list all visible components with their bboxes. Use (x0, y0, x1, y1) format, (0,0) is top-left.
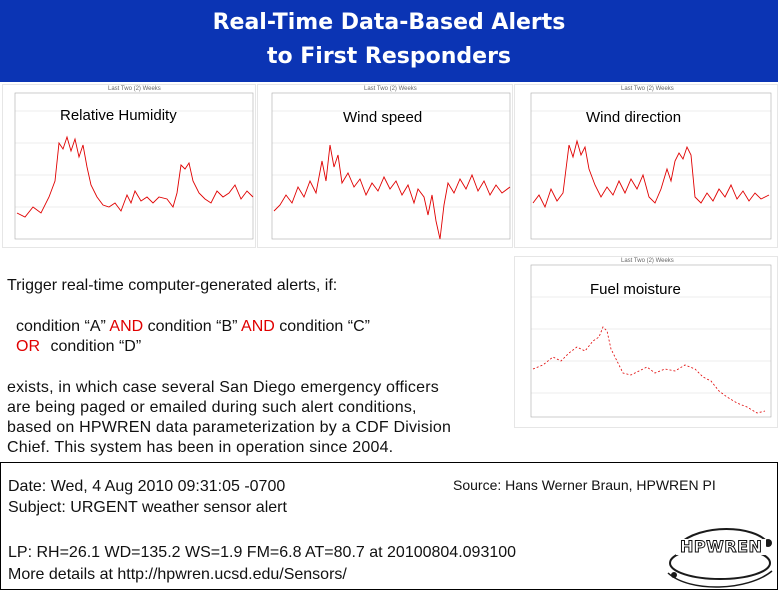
and-operator-1: AND (109, 318, 144, 335)
title-banner: Real-Time Data-Based Alerts to First Res… (0, 0, 778, 82)
fuel-moisture-plot (530, 264, 772, 418)
or-line: OR condition “D” (16, 338, 141, 356)
or-operator: OR (16, 338, 40, 355)
chart-title: Last Two (2) Weeks (108, 86, 161, 92)
hpwren-logo: HPWREN (660, 523, 778, 590)
chart-title: Last Two (2) Weeks (621, 258, 674, 264)
email-lp-readings: LP: RH=26.1 WD=135.2 WS=1.9 FM=6.8 AT=80… (8, 544, 517, 561)
relative-humidity-series (16, 135, 254, 218)
email-subject: Subject: URGENT weather sensor alert (8, 499, 287, 516)
email-details-link[interactable]: More details at http://hpwren.ucsd.edu/S… (8, 566, 347, 583)
chart-title: Last Two (2) Weeks (364, 86, 417, 92)
relative-humidity-plot (14, 92, 254, 240)
source-credit: Source: Hans Werner Braun, HPWREN PI (453, 477, 716, 493)
condition-b: condition “B” (147, 318, 238, 335)
description-paragraph: exists, in which case several San Diego … (7, 378, 451, 458)
chart-wind-direction: Last Two (2) Weeks Wind direction (514, 84, 778, 248)
fuel-moisture-label: Fuel moisture (590, 281, 681, 298)
condition-d: condition “D” (50, 338, 142, 355)
title-line-1: Real-Time Data-Based Alerts (212, 10, 566, 35)
chart-fuel-moisture: Last Two (2) Weeks Fuel moisture (514, 256, 778, 428)
condition-c: condition “C” (279, 318, 370, 335)
chart-title: Last Two (2) Weeks (621, 86, 674, 92)
trigger-text: Trigger real-time computer-generated ale… (7, 277, 338, 294)
wind-direction-plot (530, 92, 772, 240)
chart-wind-speed: Last Two (2) Weeks Wind speed (257, 84, 513, 248)
and-operator-2: AND (241, 318, 275, 335)
paragraph-line: are being paged or emailed during such a… (7, 399, 417, 416)
paragraph-line: based on HPWREN data parameterization by… (7, 419, 452, 436)
wind-speed-series (273, 144, 511, 240)
wind-speed-label: Wind speed (343, 109, 423, 126)
wind-direction-label: Wind direction (586, 109, 682, 126)
chart-relative-humidity: Last Two (2) Weeks Relative Humidity (2, 84, 256, 248)
condition-line: condition “A” AND condition “B” AND cond… (16, 318, 370, 336)
relative-humidity-label: Relative Humidity (60, 107, 177, 124)
logo-text: HPWREN (679, 537, 763, 557)
paragraph-line: Chief. This system has been in operation… (7, 439, 394, 456)
wind-direction-series (532, 139, 770, 209)
email-date: Date: Wed, 4 Aug 2010 09:31:05 -0700 (8, 478, 286, 495)
alert-email-box: Date: Wed, 4 Aug 2010 09:31:05 -0700 Sub… (0, 462, 778, 590)
hpwren-logo-icon (667, 528, 773, 588)
condition-a: condition “A” (16, 318, 106, 335)
title-line-2: to First Responders (266, 44, 512, 69)
wind-speed-plot (271, 92, 511, 240)
paragraph-line: exists, in which case several San Diego … (7, 379, 439, 396)
fuel-moisture-series (532, 326, 766, 414)
